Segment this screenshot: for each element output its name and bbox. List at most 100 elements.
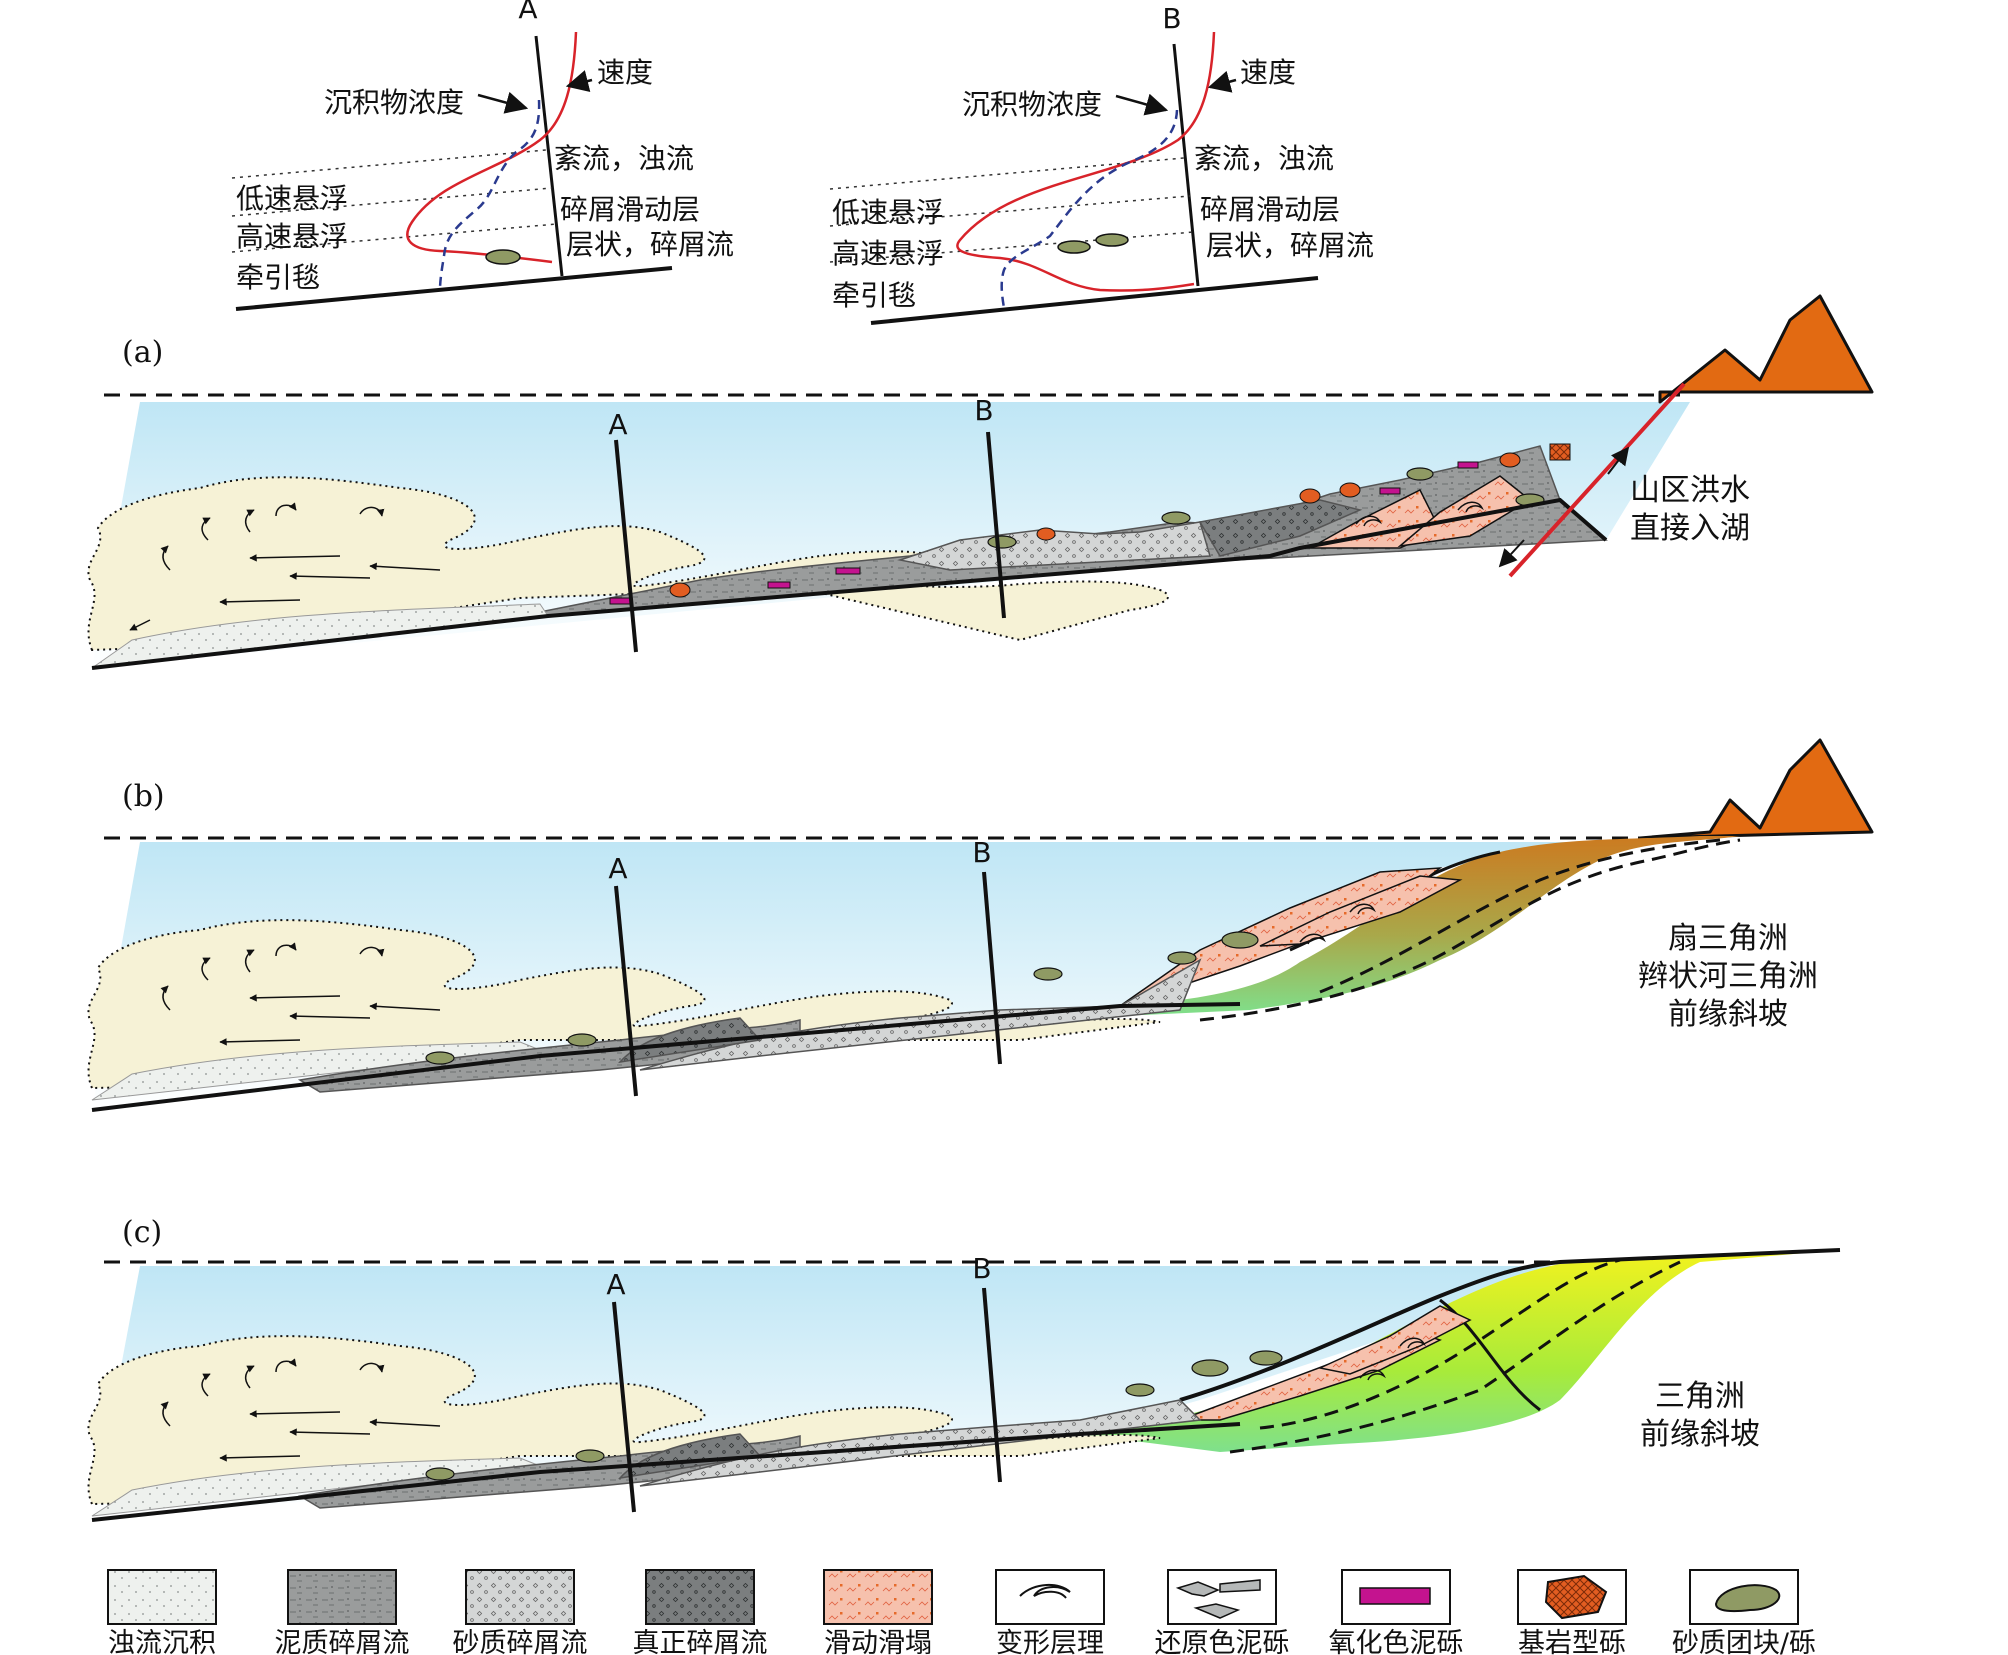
sandy-clump-icon: [1221, 931, 1259, 949]
flow-label: 层状，碎屑流: [566, 228, 734, 261]
legend-label: 砂质碎屑流: [453, 1628, 588, 1655]
legend-swatch-slide-slump: [823, 1569, 933, 1625]
sandy-clump-icon: [1095, 233, 1129, 247]
panel-label: (c): [122, 1215, 162, 1250]
panel-c: (c) A B: [87, 1215, 1841, 1522]
sandy-clump-icon: [1125, 1383, 1155, 1397]
deformed-bedding-icon: [1299, 933, 1326, 945]
zone-label: 高速悬浮: [832, 237, 944, 270]
flow-arrows: [129, 502, 441, 631]
profile-a-label: A: [518, 0, 537, 25]
sandy-clump-icon: [575, 1449, 605, 1463]
legend-swatch-deformed-bedding: [995, 1569, 1105, 1625]
delta-topset: [1179, 1248, 1841, 1402]
bedrock-gravel-icon: [1544, 1574, 1608, 1620]
section-b-label: B: [972, 1252, 991, 1285]
delta-foreset: [1199, 838, 1741, 1022]
fault-line: [1508, 382, 1686, 578]
velocity-profile-a: A 速度 沉积物浓度 低速悬浮 高速悬浮 牵引毯 紊流，浊流 碎屑滑动层 层状，…: [231, 0, 734, 311]
deformed-bedding-icon: [1359, 1369, 1386, 1381]
velocity-profile-b: B 速度 沉积物浓度 低速悬浮 高速悬浮 牵引毯 紊流，浊流 碎屑滑动层 层状，…: [829, 2, 1374, 325]
setting-line: 直接入湖: [1630, 511, 1750, 546]
sandy-clump-icon: [1057, 240, 1091, 254]
setting-line: 扇三角洲: [1668, 921, 1788, 956]
section-line-b: [986, 431, 1006, 619]
section-a-label: A: [606, 1268, 625, 1301]
zone-label: 高速悬浮: [236, 220, 348, 253]
legend-label: 滑动滑塌: [824, 1628, 932, 1655]
sandy-clump-icon: [485, 249, 521, 265]
legend-label: 还原色泥砾: [1155, 1628, 1290, 1655]
flow-arrows: [160, 942, 441, 1046]
slide-slump-deposit: [1397, 475, 1532, 548]
zone-label: 低速悬浮: [236, 182, 348, 215]
section-b-label: B: [974, 394, 993, 427]
sandy-clump-icon: [1406, 467, 1434, 481]
profile-a-axis: [534, 35, 564, 277]
legend-swatch-true-debris-flow: [645, 1569, 755, 1625]
profile-b-label: B: [1162, 2, 1181, 35]
panel-b: (b) A B: [87, 738, 1874, 1112]
fault-up-arrow: [1607, 446, 1630, 475]
delta-foreset: [1319, 838, 1721, 994]
oxidized-mud-clast-icon: [767, 581, 791, 589]
panel-label: (b): [122, 779, 165, 814]
setting-line: 三角洲: [1655, 1379, 1745, 1414]
sandy-clump-icon: [1033, 967, 1063, 981]
zone-label: 低速悬浮: [832, 196, 944, 229]
legend: 浊流沉积 泥质碎屑流 砂质碎屑流 真正碎屑流 滑动滑塌 变形层理 还原色泥砾 氧…: [107, 1569, 1816, 1655]
section-line-a: [614, 439, 638, 653]
concentration-curve: [1000, 109, 1179, 309]
legend-swatch-sandy-debris-flow: [465, 1569, 575, 1625]
deformed-bedding-icon: [1399, 1337, 1426, 1349]
legend-swatch-muddy-debris-flow: [287, 1569, 397, 1625]
fault-down-arrow: [1498, 539, 1525, 568]
legend-label: 氧化色泥砾: [1329, 1628, 1464, 1655]
lake-floor: [91, 1422, 1241, 1522]
mountain-icon: [1638, 738, 1874, 840]
setting-line: 山区洪水: [1630, 473, 1750, 508]
delta-foreset: [1439, 1298, 1541, 1412]
zone-label: 牵引毯: [832, 279, 916, 312]
sandy-clump-icon: [567, 1033, 597, 1047]
flow-label: 碎屑滑动层: [1200, 193, 1340, 226]
legend-swatch-turbidite: [107, 1569, 217, 1625]
concentration-curve: [438, 99, 541, 291]
sandy-debris-flow-deposit: [897, 521, 1211, 571]
fan-delta-wedge: [1120, 836, 1740, 1016]
sandy-clump-icon: [1249, 1350, 1283, 1366]
flow-arrows: [160, 1358, 441, 1462]
setting-line: 前缘斜坡: [1640, 1417, 1760, 1452]
bedrock-gravel-icon: [669, 582, 691, 598]
sandy-clump-icon: [425, 1051, 455, 1065]
legend-label: 基岩型砾: [1518, 1628, 1626, 1655]
bedrock-gravel-icon: [1499, 452, 1521, 468]
velocity-curve: [406, 31, 578, 264]
deformed-bedding-icon: [1349, 903, 1376, 915]
lake-floor: [91, 497, 1608, 670]
section-line-a: [614, 885, 638, 1097]
mountain-icon: [1658, 294, 1874, 404]
legend-swatch-reduced-mud-clast: [1167, 1569, 1277, 1625]
delta-foreset: [1259, 1258, 1621, 1430]
concentration-arrow: [477, 91, 529, 114]
section-a-label: A: [608, 852, 627, 885]
profile-b-bed: [870, 276, 1319, 325]
concentration-label: 沉积物浓度: [962, 88, 1102, 121]
bedrock-gravel-icon: [1036, 527, 1056, 541]
profile-b-axis: [1172, 43, 1200, 287]
oxidized-mud-clast-icon: [1379, 487, 1401, 495]
velocity-label: 速度: [597, 56, 653, 89]
sandy-clump-icon: [1161, 511, 1191, 525]
legend-label: 砂质团块/砾: [1672, 1628, 1816, 1655]
panel-a: (a): [87, 294, 1874, 670]
setting-line: 辫状河三角洲: [1638, 959, 1818, 994]
oxidized-mud-clast-icon: [835, 567, 861, 575]
legend-label: 变形层理: [996, 1628, 1104, 1655]
flow-label: 紊流，浊流: [554, 142, 694, 175]
reduced-mud-clast-icon: [1175, 1579, 1261, 1619]
profile-a-bed: [235, 266, 673, 311]
panel-label: (a): [122, 335, 163, 370]
zone-label: 牵引毯: [236, 261, 320, 294]
